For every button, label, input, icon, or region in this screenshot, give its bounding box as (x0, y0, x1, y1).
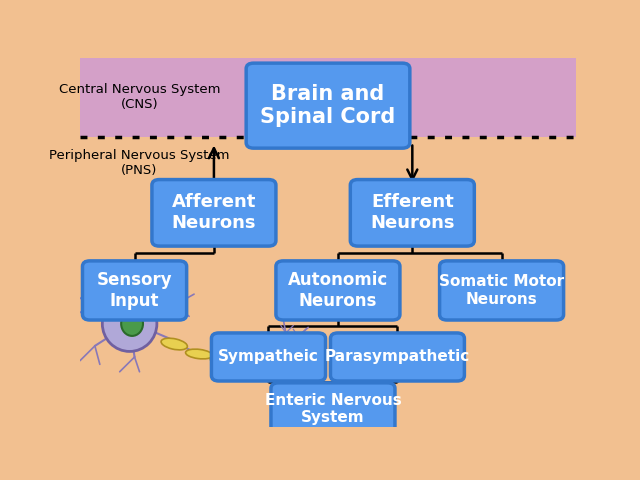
Text: Peripheral Nervous System
(PNS): Peripheral Nervous System (PNS) (49, 149, 230, 177)
FancyBboxPatch shape (246, 63, 410, 148)
Text: Central Nervous System
(CNS): Central Nervous System (CNS) (59, 84, 220, 111)
Text: Sympatheic: Sympatheic (218, 349, 319, 364)
Text: Enteric Nervous
System: Enteric Nervous System (264, 393, 401, 425)
Ellipse shape (161, 338, 188, 350)
Text: Afferent
Neurons: Afferent Neurons (172, 193, 256, 232)
Ellipse shape (264, 349, 288, 359)
Text: Efferent
Neurons: Efferent Neurons (370, 193, 454, 232)
FancyBboxPatch shape (271, 383, 395, 434)
Ellipse shape (121, 312, 143, 336)
FancyBboxPatch shape (276, 261, 400, 320)
Text: Sensory
Input: Sensory Input (97, 271, 172, 310)
Text: Autonomic
Neurons: Autonomic Neurons (288, 271, 388, 310)
FancyBboxPatch shape (83, 261, 187, 320)
FancyBboxPatch shape (440, 261, 564, 320)
Ellipse shape (237, 355, 265, 364)
FancyBboxPatch shape (350, 180, 474, 246)
Text: Somatic Motor
Neurons: Somatic Motor Neurons (439, 274, 564, 307)
Ellipse shape (211, 355, 237, 365)
Text: Brain and
Spinal Cord: Brain and Spinal Cord (260, 84, 396, 127)
Ellipse shape (186, 349, 212, 359)
FancyBboxPatch shape (330, 333, 465, 381)
Ellipse shape (102, 296, 157, 351)
FancyBboxPatch shape (211, 333, 326, 381)
Text: Parasympathetic: Parasympathetic (325, 349, 470, 364)
FancyBboxPatch shape (152, 180, 276, 246)
Bar (80, 58, 576, 137)
